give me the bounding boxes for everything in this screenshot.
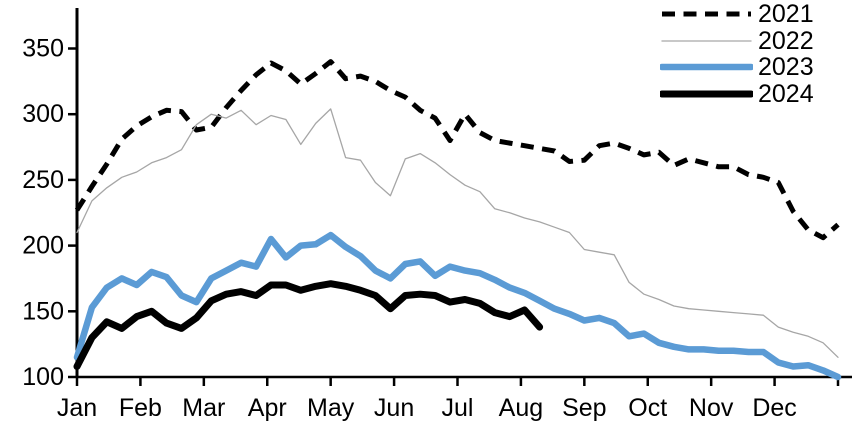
x-tick-label: Dec [752,394,796,422]
legend-label-2022: 2022 [758,26,814,55]
y-tick-label: 350 [22,35,64,63]
legend-label-2023: 2023 [758,53,814,82]
legend-line-dashed-icon [662,11,751,17]
legend-item-2023: 2023 [660,54,814,81]
x-tick-label: Mar [182,394,225,422]
legend-line-blue-icon [660,64,753,71]
legend-item-2022: 2022 [660,28,814,55]
x-tick-label: Nov [689,394,734,422]
x-tick-label: Oct [628,394,667,422]
y-tick-label: 200 [22,232,64,260]
x-tick-label: Jun [374,394,414,422]
legend-item-2021: 2021 [660,1,814,28]
y-tick-label: 150 [22,297,64,325]
legend-line-thin-gray-icon [661,40,752,42]
series-line-2023 [73,231,842,381]
y-tick-label: 300 [22,100,64,128]
y-tick-label: 250 [22,166,64,194]
legend-line-black-icon [660,90,753,98]
legend: 2021 2022 2023 2024 [660,1,814,107]
x-tick-label: Jul [442,394,474,422]
series-line-2022 [76,108,839,358]
legend-label-2021: 2021 [758,0,814,29]
x-tick-label: Apr [248,394,287,422]
x-tick-label: Aug [499,394,543,422]
x-tick-label: Feb [119,394,162,422]
legend-label-2024: 2024 [758,79,814,108]
legend-item-2024: 2024 [660,81,814,108]
series-line-2024 [73,280,544,370]
y-tick-label: 100 [22,363,64,391]
x-tick-label: Jan [57,394,97,422]
x-tick-label: May [307,394,355,422]
series-line-2021 [74,59,840,241]
x-tick-label: Sep [562,394,606,422]
